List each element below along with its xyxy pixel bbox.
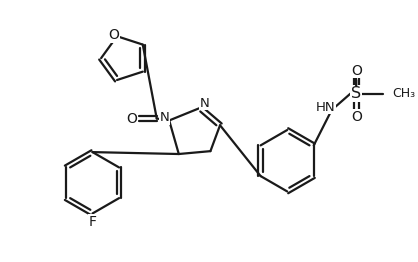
Text: F: F xyxy=(89,215,97,229)
Text: O: O xyxy=(351,64,362,78)
Text: N: N xyxy=(200,97,209,110)
Text: O: O xyxy=(109,28,120,42)
Text: S: S xyxy=(351,86,361,101)
Text: CH₃: CH₃ xyxy=(393,87,416,100)
Text: O: O xyxy=(126,112,137,125)
Text: HN: HN xyxy=(316,101,335,113)
Text: O: O xyxy=(351,110,362,124)
Text: N: N xyxy=(160,111,169,124)
